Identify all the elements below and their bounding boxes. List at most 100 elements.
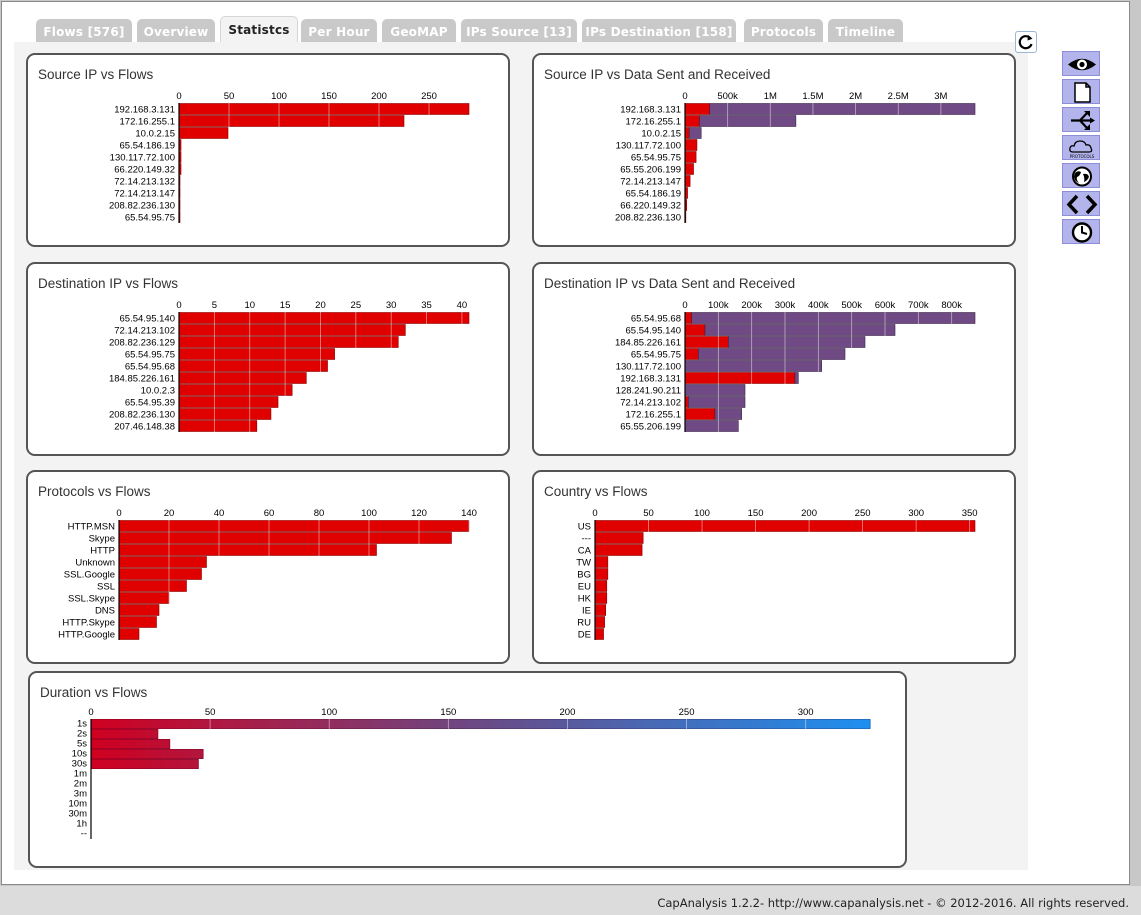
bar[interactable] (118, 604, 160, 616)
category-label: IE (582, 606, 591, 617)
bar[interactable] (118, 580, 187, 592)
bar-segment (96, 749, 104, 759)
document-button[interactable] (1062, 79, 1100, 104)
x-tick-label: 300k (775, 300, 796, 311)
bar[interactable] (178, 420, 258, 432)
bar[interactable] (594, 616, 605, 628)
bar[interactable] (688, 127, 702, 139)
bar[interactable] (794, 372, 799, 384)
bar[interactable] (691, 312, 976, 324)
code-brackets-button[interactable] (1062, 191, 1100, 216)
bar[interactable] (594, 592, 608, 604)
bar[interactable] (90, 739, 171, 749)
bar-segment (600, 719, 607, 729)
bar[interactable] (688, 396, 746, 408)
x-tick-label: 200 (801, 508, 817, 519)
bar[interactable] (178, 396, 279, 408)
cloud-protocols-button[interactable]: PROTOCOLS (1062, 135, 1100, 160)
x-tick-label: 1.5M (802, 91, 823, 102)
tab-ips-destination-158[interactable]: IPs Destination [158] (582, 19, 736, 43)
bar[interactable] (709, 103, 976, 115)
branch-button[interactable] (1062, 107, 1100, 132)
bar[interactable] (178, 312, 470, 324)
bar[interactable] (684, 384, 746, 396)
clock-button[interactable] (1062, 219, 1100, 244)
bar[interactable] (594, 604, 607, 616)
bar[interactable] (684, 115, 700, 127)
bar[interactable] (684, 324, 706, 336)
bar[interactable] (728, 336, 866, 348)
bar[interactable] (118, 592, 170, 604)
bar-segment (684, 163, 694, 175)
bar[interactable] (684, 336, 729, 348)
bar[interactable] (90, 719, 871, 729)
bar[interactable] (594, 556, 609, 568)
bar[interactable] (178, 372, 307, 384)
bar[interactable] (118, 544, 377, 556)
bar[interactable] (684, 103, 711, 115)
bar[interactable] (684, 348, 699, 360)
bar[interactable] (684, 127, 690, 139)
bar[interactable] (704, 324, 896, 336)
bar[interactable] (684, 372, 796, 384)
tab-statistcs[interactable]: Statistcs (220, 16, 298, 44)
tab-geomap[interactable]: GeoMAP (382, 19, 456, 43)
tab-per-hour[interactable]: Per Hour (301, 19, 377, 43)
tab-overview[interactable]: Overview (137, 19, 215, 43)
bar[interactable] (90, 729, 159, 739)
bar[interactable] (594, 628, 604, 640)
bar-segment (91, 729, 98, 739)
bar-segment (118, 628, 140, 640)
bar-segment (168, 719, 176, 729)
bar-segment (174, 759, 181, 769)
bar[interactable] (684, 151, 697, 163)
eye-button[interactable] (1062, 51, 1100, 76)
bar[interactable] (684, 163, 694, 175)
refresh-button[interactable] (1015, 31, 1037, 53)
tab-ips-source-13[interactable]: IPs Source [13] (461, 19, 577, 43)
bar-segment (714, 408, 742, 420)
bar[interactable] (684, 175, 691, 187)
bar-segment (684, 336, 729, 348)
bar[interactable] (178, 115, 405, 127)
bar[interactable] (178, 103, 470, 115)
bar[interactable] (594, 544, 643, 556)
x-tick-label: 0 (116, 508, 121, 519)
bar[interactable] (684, 139, 698, 151)
bar[interactable] (699, 115, 797, 127)
bar[interactable] (118, 568, 202, 580)
bar[interactable] (118, 628, 140, 640)
bar[interactable] (178, 336, 399, 348)
bar[interactable] (684, 408, 716, 420)
bar[interactable] (698, 348, 846, 360)
tab-timeline[interactable]: Timeline (828, 19, 903, 43)
bar[interactable] (178, 324, 406, 336)
cloud-protocols-icon: PROTOCOLS (1069, 140, 1095, 159)
bar[interactable] (178, 408, 272, 420)
bar[interactable] (594, 580, 608, 592)
bar[interactable] (178, 348, 335, 360)
tab-flows-576[interactable]: Flows [576] (36, 19, 132, 43)
bar[interactable] (594, 520, 976, 532)
bar[interactable] (594, 532, 644, 544)
bar[interactable] (684, 360, 822, 372)
bar[interactable] (594, 568, 609, 580)
globe-button[interactable] (1062, 163, 1100, 188)
bar[interactable] (178, 384, 293, 396)
bar-segment (684, 420, 739, 432)
bar[interactable] (684, 420, 739, 432)
bar-segment (540, 719, 548, 729)
bar[interactable] (118, 556, 207, 568)
bar-segment (390, 719, 398, 729)
category-label: 65.54.186.19 (626, 189, 681, 200)
bar[interactable] (118, 520, 470, 532)
bar[interactable] (90, 759, 199, 769)
category-label: 184.85.226.161 (615, 338, 681, 349)
tab-protocols[interactable]: Protocols (744, 19, 823, 43)
bar[interactable] (714, 408, 742, 420)
bar[interactable] (178, 360, 328, 372)
bar[interactable] (684, 312, 692, 324)
bar[interactable] (178, 127, 229, 139)
bar[interactable] (90, 749, 204, 759)
bar[interactable] (118, 616, 157, 628)
